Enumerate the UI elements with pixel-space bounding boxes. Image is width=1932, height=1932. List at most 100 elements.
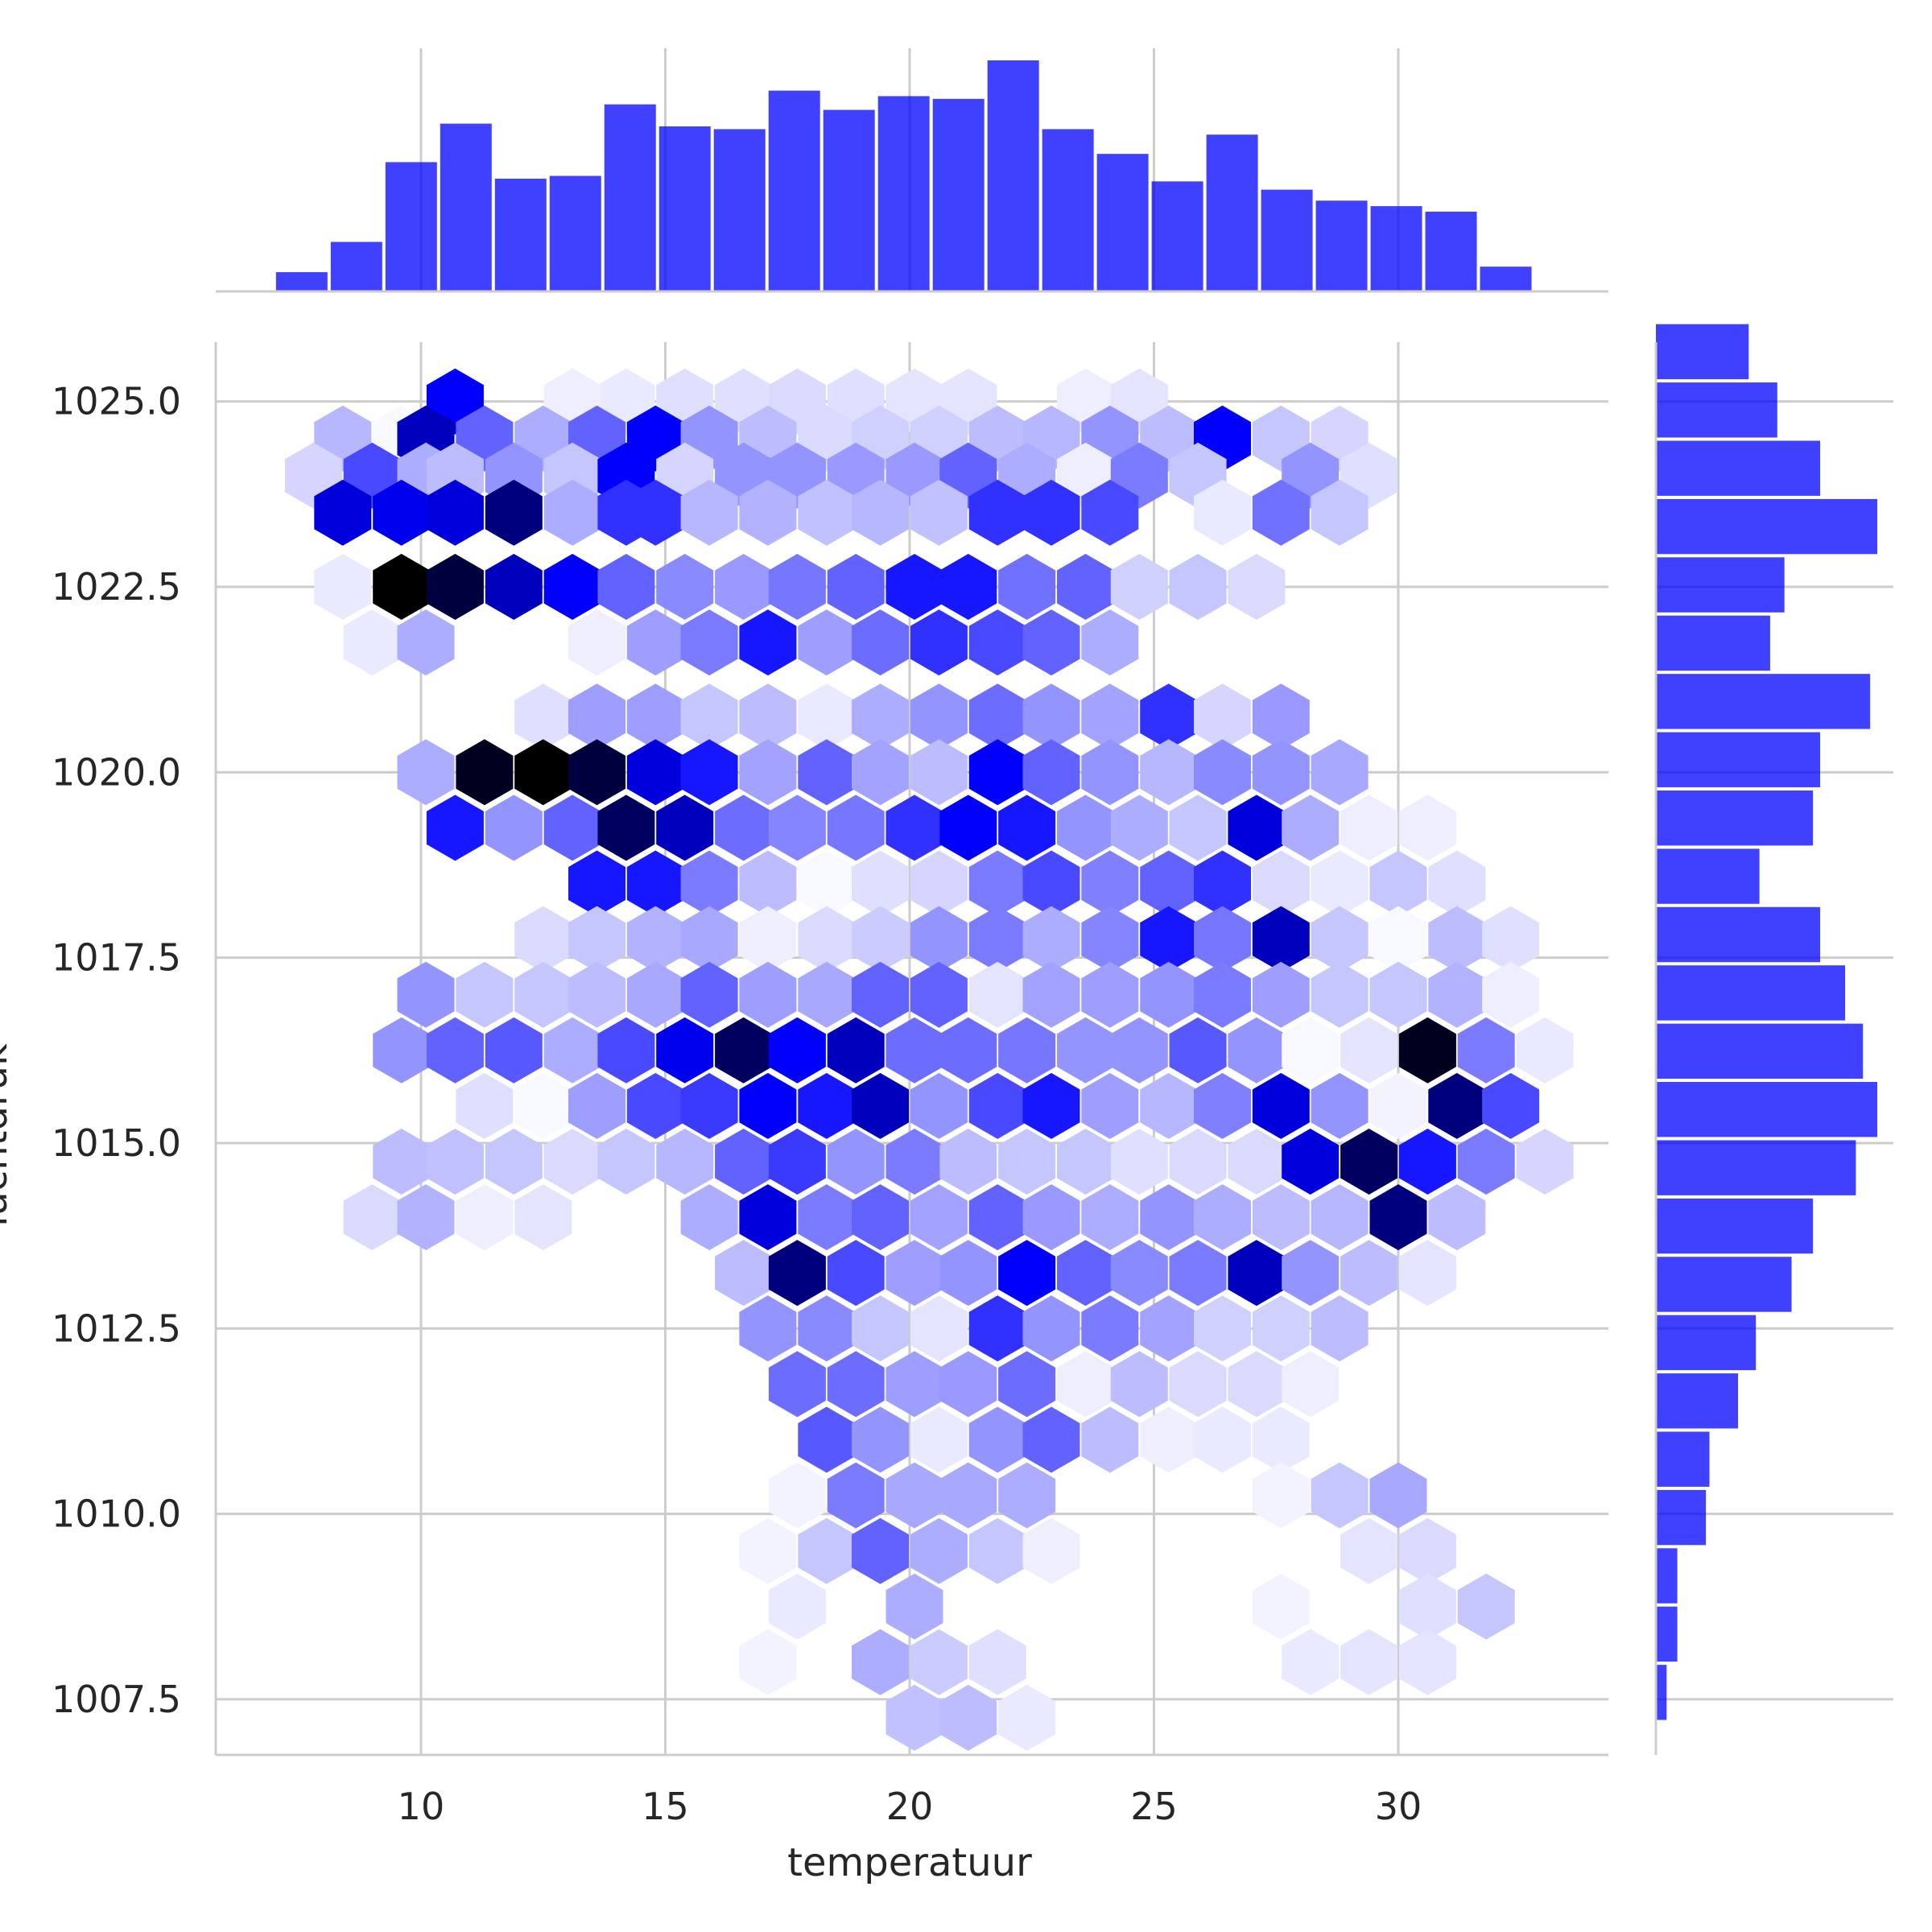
hexbin-cell [798,850,856,917]
hexbin-cell [910,479,968,546]
hexbin-cell [1169,1129,1227,1195]
hexbin-cell [626,479,684,546]
hexbin-cell [680,1072,738,1139]
hexbin-cell [1369,906,1427,972]
hexbin-cell [1228,1351,1286,1418]
marginal-x-histogram [275,60,1532,292]
hexbin-cell [852,683,909,750]
hexbin-cell [1140,1406,1198,1473]
hexbin-cell [1081,850,1139,917]
hexbin-cell [1194,479,1251,546]
hexbin-cell [343,1184,401,1251]
hexbin-cell [1482,961,1540,1028]
hexbin-cell [1428,850,1486,917]
hexbin-cell [798,1517,856,1584]
hexbin-cell [1228,1129,1286,1195]
hexbin-cell [485,479,543,546]
hexbin-cell [768,554,826,620]
x-hist-bar [1096,154,1149,291]
hexbin-cell [680,906,738,972]
hexbin-cell [1369,961,1427,1028]
hexbin-cell [998,1129,1056,1195]
hexbin-cell [680,850,738,917]
x-hist-bar [713,129,766,291]
y-hist-bar [1656,906,1821,963]
hexbin-cell [1022,1517,1080,1584]
hexbin-cell [798,683,856,750]
hexbin-cell [1110,795,1168,861]
hexbin-cell [1282,1351,1340,1418]
hexbin-cell [798,1072,856,1139]
hexbin-cell [768,795,826,861]
hexbin-cell [739,609,797,676]
hexbin-cell [1282,1129,1340,1195]
hexbin-cell [852,1629,909,1695]
hexbin-cell [1140,1072,1198,1139]
hexbin-cell [1022,1295,1080,1362]
hexbin-cell [768,1351,826,1418]
hexbin-cell [426,554,484,620]
hexbin-cell [910,683,968,750]
hexbin-cell [998,554,1056,620]
hexbin-cell [1457,1573,1515,1640]
hexbin-cell [1252,1072,1310,1139]
hexbin-cell [827,1129,885,1195]
hexbin-cell [910,1184,968,1251]
hexbin-cell [485,1017,543,1084]
hexbin-cell [456,739,514,806]
y-hist-bar [1656,1023,1864,1080]
x-hist-bar [1480,266,1532,291]
hexbin-cell [852,961,909,1028]
hexbin-cell [1081,739,1139,806]
hexbin-cell [739,906,797,972]
hexbin-cell [1110,1351,1168,1418]
hexbin-cell [656,1017,714,1084]
hexbin-cell [1169,1351,1227,1418]
hexbin-cell [1252,1573,1310,1640]
hexbin-cell [1194,850,1251,917]
x-hist-bar [877,96,930,292]
y-tick-label: 1020.0 [52,750,181,794]
hexbin-cell [1194,1295,1251,1362]
hexbin-cell [397,961,455,1028]
y-tick-label: 1022.5 [52,565,181,609]
hexbin-cell [597,1017,655,1084]
hexbin-cell [456,1072,514,1139]
y-hist-bar [1656,1548,1678,1604]
hexbin-cell [1057,1017,1114,1084]
hexbin-cell [626,961,684,1028]
hexbin-cell [1057,554,1114,620]
hexbin-cell [1369,1462,1427,1529]
hexbin-cell [739,850,797,917]
hexbin-cell [739,1295,797,1362]
y-axis-title: luchtdruk [0,1043,16,1227]
hexbin-cell [1311,850,1368,917]
hexbin-cell [886,1684,943,1751]
hexbin-cell [1140,906,1198,972]
hexbin-cell [1311,1184,1368,1251]
hexbin-cell [1194,1184,1251,1251]
hexbin-cell [656,1129,714,1195]
hexbin-cell [485,554,543,620]
hexbin-cell [1140,850,1198,917]
y-hist-bar [1656,1489,1707,1546]
x-hist-bar [658,126,711,291]
hexbin-cell [1482,1072,1540,1139]
hexbin-cell [1022,1184,1080,1251]
hexbin-cell [968,1295,1026,1362]
hexbin-cell [939,554,997,620]
hexbin-cell [1252,1184,1310,1251]
hexbin-cell [514,1184,572,1251]
hexbin-cell [1022,850,1080,917]
hexbin-cell [514,739,572,806]
x-hist-bar [1042,129,1094,291]
hexbin-cell [886,1462,943,1529]
hexbin-cell [597,1129,655,1195]
hexbin-cell [798,1184,856,1251]
hexbin-cell [426,1017,484,1084]
hexbin-cell [1081,1184,1139,1251]
hexbin-cell [998,795,1056,861]
x-tick-label: 15 [642,1785,689,1828]
hexbin-cell [998,1684,1056,1751]
x-hist-bar [494,178,547,291]
